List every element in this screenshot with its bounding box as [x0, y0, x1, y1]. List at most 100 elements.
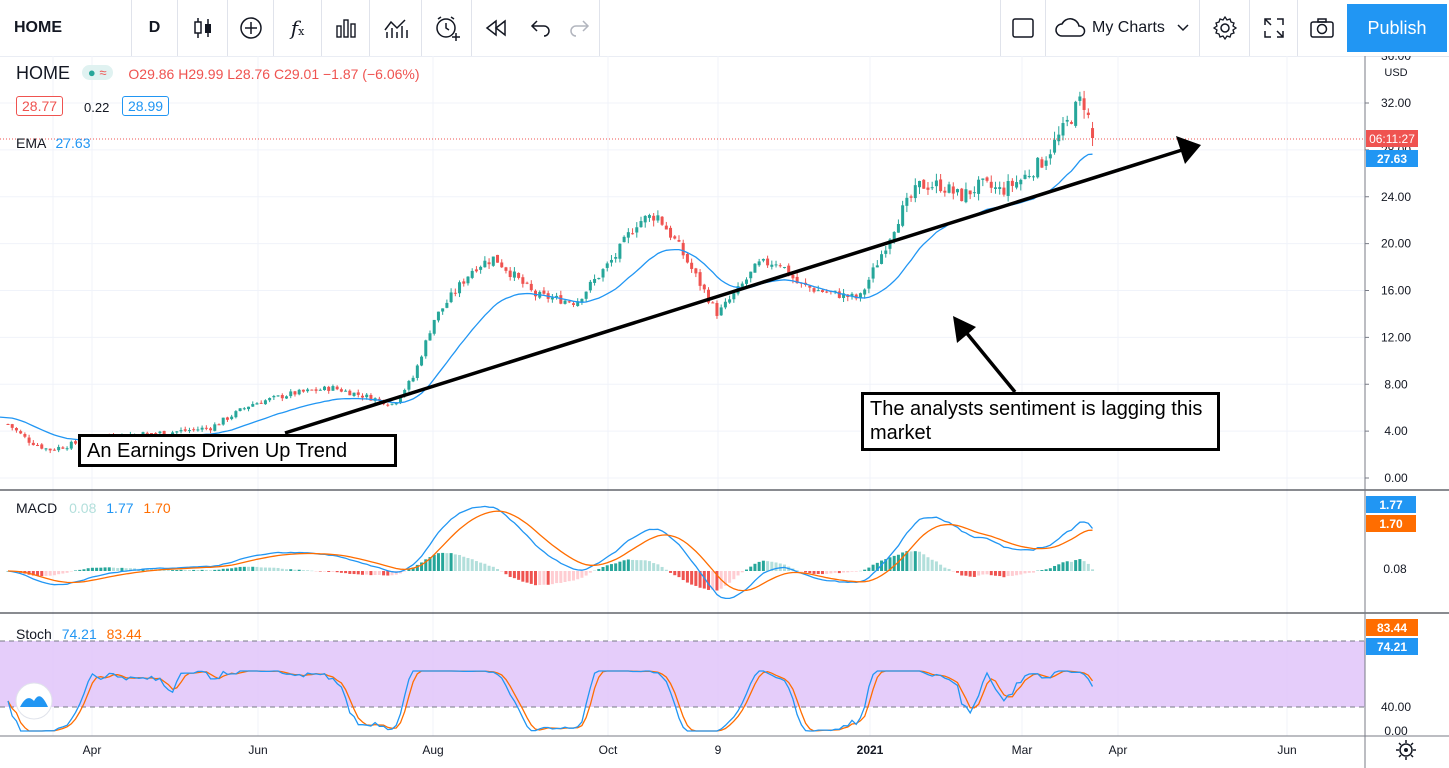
macd-hist-bar [204, 569, 208, 571]
macd-hist-bar [297, 569, 301, 571]
macd-hist-bar [892, 555, 896, 571]
macd-hist-bar [1015, 571, 1019, 576]
layout-button[interactable] [1000, 0, 1046, 56]
macd-hist-bar [453, 554, 457, 571]
candle [643, 215, 647, 228]
macd-hist-bar [622, 560, 626, 571]
undo-button[interactable] [520, 0, 560, 56]
macd-hist-bar [677, 571, 681, 578]
candle [918, 180, 922, 195]
candle [200, 425, 204, 432]
layout-icon [1012, 18, 1034, 38]
macd-hist-bar [276, 567, 280, 571]
price-chart[interactable]: 0.004.008.0012.0016.0020.0024.0028.0032.… [0, 56, 1449, 768]
alert-button[interactable] [422, 0, 472, 56]
tradingview-logo [15, 682, 53, 720]
candle [310, 389, 314, 391]
candle [639, 216, 643, 228]
macd-hist-bar [124, 568, 128, 571]
macd-hist-bar [247, 566, 251, 571]
macd-hist-bar [947, 568, 951, 571]
macd-hist-bar [951, 571, 955, 572]
candle [740, 281, 744, 288]
candle [656, 210, 660, 223]
candle [352, 392, 356, 397]
candle [251, 401, 255, 407]
ask-box[interactable]: 28.99 [122, 96, 170, 116]
symbol-search-button[interactable]: HOME [0, 0, 132, 56]
macd-hist-bar [858, 570, 862, 572]
macd-hist-bar [36, 571, 40, 576]
annotation-arrow [953, 316, 1017, 394]
macd-hist-bar [631, 559, 635, 571]
macd-hist-bar [424, 559, 428, 571]
bid-box[interactable]: 28.77 [16, 96, 64, 116]
candle [74, 439, 78, 445]
candle [930, 181, 934, 191]
macd-hist-bar [107, 567, 111, 571]
axis-settings-icon[interactable] [1396, 740, 1416, 760]
macd-hist-bar [981, 571, 985, 575]
macd-hist-bar [804, 571, 808, 573]
candle [348, 389, 352, 396]
templates-button[interactable] [370, 0, 422, 56]
candle [217, 423, 221, 426]
snapshot-button[interactable] [1298, 0, 1346, 56]
macd-hist-bar [1061, 562, 1065, 571]
candle [1048, 149, 1052, 165]
macd-hist-bar [470, 559, 474, 571]
candle [61, 446, 65, 449]
macd-hist-bar [875, 562, 879, 571]
macd-hist-bar [918, 551, 922, 571]
compare-button[interactable] [228, 0, 274, 56]
indicators-button[interactable]: fx [274, 0, 322, 56]
macd-hist-bar [635, 560, 639, 571]
annotation-analysts-lagging[interactable]: The analysts sentiment is lagging this m… [861, 392, 1220, 451]
replay-button[interactable] [472, 0, 520, 56]
candle [753, 263, 757, 273]
candle [225, 416, 229, 422]
candle [6, 423, 10, 425]
macd-hist-bar [280, 568, 284, 571]
redo-button[interactable] [560, 0, 600, 56]
candle [635, 222, 639, 238]
macd-hist-bar [989, 571, 993, 576]
macd-hist-bar [1057, 564, 1061, 571]
candle [690, 258, 694, 273]
annotation-earnings-trend[interactable]: An Earnings Driven Up Trend [78, 434, 397, 467]
macd-hist-bar [314, 571, 318, 572]
candle [289, 389, 293, 399]
macd-hist-bar [745, 569, 748, 571]
interval-button[interactable]: D [132, 0, 178, 56]
candle [470, 268, 474, 280]
macd-hist-bar [968, 571, 972, 577]
candle [1065, 115, 1069, 127]
financials-button[interactable] [322, 0, 370, 56]
candle [732, 292, 736, 303]
macd-hist-bar [458, 554, 462, 571]
candle [424, 339, 428, 359]
settings-button[interactable] [1200, 0, 1250, 56]
macd-hist-bar [559, 571, 563, 583]
candle [268, 397, 272, 403]
ema-value: 27.63 [55, 135, 91, 151]
chart-type-button[interactable] [178, 0, 228, 56]
candle [276, 395, 280, 397]
candle [145, 431, 149, 434]
macd-hist-bar [263, 567, 267, 571]
symbol-label: HOME [14, 19, 62, 36]
candle [934, 173, 938, 194]
macd-hist-bar [555, 571, 559, 584]
visibility-toggle[interactable]: ● ≈ [81, 65, 113, 80]
macd-hist-bar [512, 571, 516, 579]
fullscreen-button[interactable] [1250, 0, 1298, 56]
my-charts-button[interactable]: My Charts [1046, 0, 1200, 56]
candle [951, 182, 955, 200]
candle [1023, 170, 1027, 180]
time-axis-label: 2021 [857, 743, 884, 757]
time-axis-label: 9 [715, 743, 722, 757]
macd-hist-bar [179, 569, 183, 571]
hist-tag: 0.08 [1366, 560, 1416, 577]
macd-hist-bar [175, 570, 179, 571]
publish-button[interactable]: Publish [1347, 4, 1447, 52]
